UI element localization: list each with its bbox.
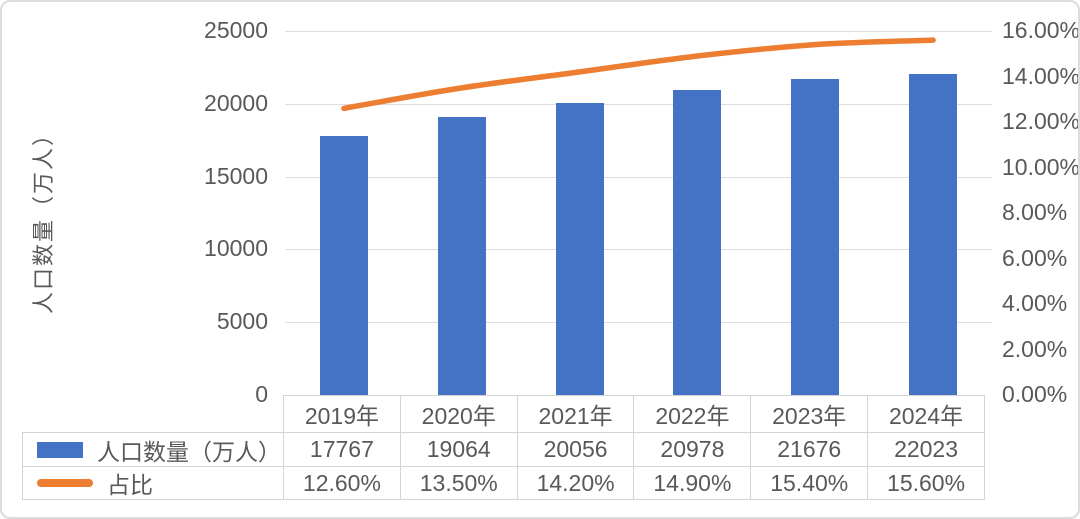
right-axis-tick-label: 14.00% xyxy=(1002,62,1080,89)
table-cell-ratio: 14.90% xyxy=(633,466,752,500)
gridline xyxy=(285,249,992,251)
right-axis-tick-label: 6.00% xyxy=(1002,244,1068,271)
left-axis-tick-label: 15000 xyxy=(204,162,268,189)
legend-label-ratio: 占比 xyxy=(107,472,153,498)
right-axis-tick-label: 2.00% xyxy=(1002,335,1068,362)
bar-2022年 xyxy=(673,89,722,395)
bar-2019年 xyxy=(319,136,368,395)
gridline xyxy=(285,322,992,324)
table-row-population: 人口数量（万人） 17767 19064 20056 20978 21676 22023 xyxy=(22,432,985,467)
table-header-year: 2022年 xyxy=(633,395,752,433)
right-axis-tick-label: 4.00% xyxy=(1002,290,1068,316)
table-row-ratio: 占比 12.60% 13.50% 14.20% 14.90% 15.40% 15.60% xyxy=(22,466,985,500)
right-axis-tick-label: 12.00% xyxy=(1002,108,1080,134)
y-axis-title: 人口数量（万人） xyxy=(31,122,56,315)
bar-legend-swatch xyxy=(37,441,83,458)
table-header-year: 2020年 xyxy=(399,395,518,433)
ratio-line xyxy=(341,37,936,112)
table-cell-ratio: 15.40% xyxy=(750,466,869,500)
bar-2020年 xyxy=(437,117,486,395)
table-header-year: 2021年 xyxy=(516,395,635,433)
legend-label-population: 人口数量（万人） xyxy=(97,438,281,465)
left-axis-tick-label: 25000 xyxy=(204,17,268,43)
table-cell-population: 17767 xyxy=(283,432,401,467)
right-axis-tick-label: 0.00% xyxy=(1002,381,1068,407)
table-cell-ratio: 12.60% xyxy=(283,466,401,500)
left-axis-tick-label: 10000 xyxy=(204,235,268,262)
table-cell-population: 21676 xyxy=(750,432,869,467)
bar-2021年 xyxy=(555,103,604,395)
table-header-year: 2019年 xyxy=(283,395,401,433)
bar-2024年 xyxy=(909,74,958,395)
table-header-year: 2023年 xyxy=(750,395,869,433)
table-cell-ratio: 15.60% xyxy=(867,466,985,500)
line-legend-swatch xyxy=(37,479,93,487)
table-cell-ratio: 13.50% xyxy=(399,466,518,500)
gridline xyxy=(285,31,992,32)
table-cell-population: 20978 xyxy=(633,432,752,467)
right-axis-tick-label: 16.00% xyxy=(1002,17,1080,43)
table-cell-population: 22023 xyxy=(867,432,985,467)
table-header-row: 2019年 2020年 2021年 2022年 2023年 2024年 xyxy=(22,395,985,433)
left-axis-tick-label: 20000 xyxy=(204,89,268,116)
table-cell-population: 20056 xyxy=(516,432,635,467)
gridline xyxy=(285,176,992,178)
left-axis-tick-label: 0 xyxy=(255,381,268,407)
gridline xyxy=(285,103,992,105)
table-cell-ratio: 14.20% xyxy=(516,466,635,500)
table-header-year: 2024年 xyxy=(867,395,985,433)
right-axis-tick-label: 10.00% xyxy=(1002,153,1080,180)
bar-2023年 xyxy=(791,79,840,395)
table-cell-population: 19064 xyxy=(399,432,518,467)
legend-item-population: 人口数量（万人） xyxy=(22,432,284,467)
left-axis-tick-label: 5000 xyxy=(216,308,268,335)
legend-item-ratio: 占比 xyxy=(22,466,284,500)
right-axis-tick-label: 8.00% xyxy=(1002,199,1068,225)
table-header-spacer xyxy=(22,395,284,433)
